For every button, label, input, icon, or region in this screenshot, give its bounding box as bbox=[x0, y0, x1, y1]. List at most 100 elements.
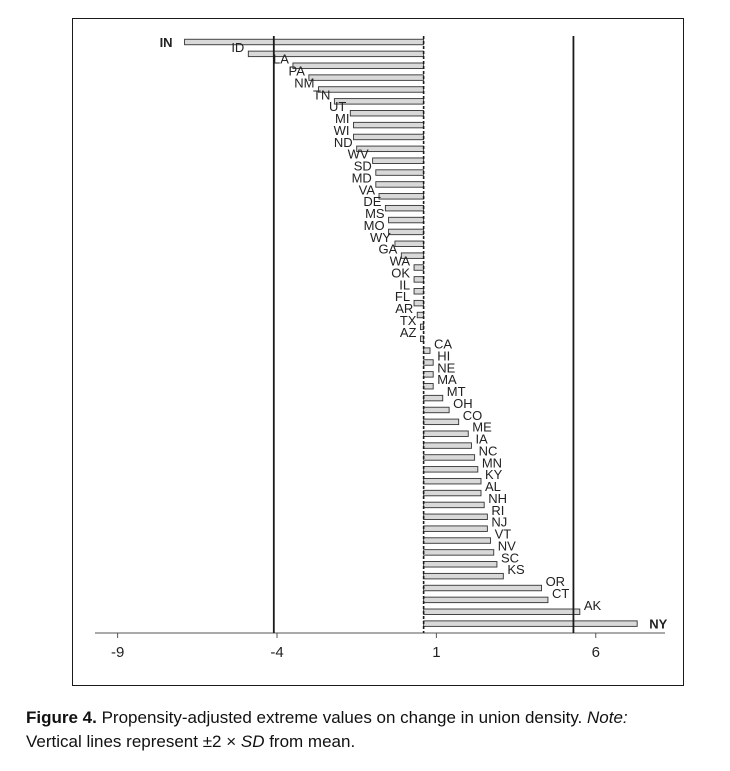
bar-label-ms: MS bbox=[365, 206, 385, 221]
bar-label-vt: VT bbox=[495, 527, 512, 542]
bar-label-wa: WA bbox=[390, 254, 411, 269]
x-tick-label-1: -4 bbox=[270, 644, 283, 661]
x-tick-label-2: 1 bbox=[432, 644, 440, 661]
bar-ca bbox=[423, 347, 431, 354]
bar-label-la: LA bbox=[273, 52, 289, 67]
bar-ut bbox=[349, 110, 425, 117]
bar-nj bbox=[423, 525, 488, 532]
bar-label-oh: OH bbox=[453, 396, 473, 411]
bar-label-mo: MO bbox=[364, 218, 385, 233]
bar-sc bbox=[423, 561, 498, 568]
bar-vt bbox=[423, 537, 492, 544]
bar-me bbox=[423, 430, 469, 437]
bar-fl bbox=[413, 299, 425, 307]
bar-oh bbox=[423, 406, 450, 414]
bar-ct bbox=[423, 596, 549, 604]
bar-label-nv: NV bbox=[498, 538, 516, 553]
bar-label-wi: WI bbox=[334, 123, 350, 138]
bar-ri bbox=[423, 513, 488, 520]
bar-label-ut: UT bbox=[329, 99, 346, 114]
bar-ok bbox=[413, 276, 425, 283]
bar-label-wv: WV bbox=[348, 147, 369, 162]
bar-in bbox=[184, 38, 425, 46]
bar-label-az: AZ bbox=[400, 325, 417, 340]
bar-label-ct: CT bbox=[552, 586, 569, 601]
bar-label-ks: KS bbox=[507, 562, 525, 577]
note-label: Note: bbox=[587, 708, 628, 727]
bar-label-nc: NC bbox=[479, 443, 498, 458]
bar-de bbox=[384, 204, 425, 212]
bar-nm bbox=[317, 86, 425, 93]
bar-chart: -9 -4 1 6 IN ID LAPANMTNUTMIWINDWVSDMDVADEMSMO… bbox=[95, 35, 668, 661]
caption-label: Figure 4. bbox=[26, 708, 97, 727]
bar-ga bbox=[400, 252, 425, 259]
bar-label-wy: WY bbox=[370, 230, 391, 245]
bar-ks bbox=[423, 572, 504, 580]
caption-text: Propensity-adjusted extreme values on ch… bbox=[96, 708, 588, 727]
bar-label-id: ID bbox=[231, 40, 244, 55]
bar-label-ky: KY bbox=[485, 467, 503, 482]
bar-ar bbox=[416, 311, 425, 319]
note-sd: SD bbox=[240, 732, 265, 751]
bar-label-nj: NJ bbox=[491, 515, 507, 530]
bar-hi bbox=[423, 359, 434, 366]
x-tick-label-0: -9 bbox=[111, 644, 124, 661]
note-text-1: Vertical lines represent ±2 × bbox=[26, 732, 241, 751]
bar-label-mi: MI bbox=[335, 111, 349, 126]
bar-ne bbox=[423, 371, 434, 378]
bar-mt bbox=[423, 394, 444, 402]
bar-wa bbox=[413, 264, 425, 271]
bar-ky bbox=[423, 477, 482, 485]
bar-label-ia: IA bbox=[475, 432, 488, 447]
bar-label-il: IL bbox=[399, 277, 410, 292]
bar-nh bbox=[423, 501, 485, 509]
bar-label-tx: TX bbox=[400, 313, 417, 328]
bar-wv bbox=[372, 157, 425, 164]
bar-nc bbox=[423, 454, 476, 461]
bar-label-sd: SD bbox=[354, 159, 372, 174]
bar-co bbox=[423, 418, 460, 426]
bar-va bbox=[378, 193, 425, 200]
bar-label-ga: GA bbox=[379, 242, 398, 257]
bar-ak bbox=[423, 608, 581, 615]
bar-label-or: OR bbox=[546, 574, 566, 589]
bar-la bbox=[292, 62, 425, 69]
bar-tn bbox=[333, 98, 425, 105]
bar-label-ar: AR bbox=[395, 301, 413, 316]
bar-label-ne: NE bbox=[437, 360, 455, 375]
bar-label-pa: PA bbox=[288, 64, 305, 79]
bar-label-ma: MA bbox=[437, 372, 457, 387]
bar-label-ca: CA bbox=[434, 337, 452, 352]
bar-label-ak: AK bbox=[584, 598, 602, 613]
bar-mo bbox=[388, 228, 425, 236]
bar-or bbox=[423, 584, 543, 592]
bar-nv bbox=[423, 549, 495, 556]
figure-caption: Figure 4. Propensity-adjusted extreme va… bbox=[26, 706, 716, 754]
bar-label-md: MD bbox=[352, 170, 372, 185]
bar-mn bbox=[423, 466, 479, 473]
bar-label-mn: MN bbox=[482, 455, 502, 470]
bar-ny bbox=[423, 620, 638, 627]
bar-label-va: VA bbox=[359, 182, 376, 197]
bar-label-ok: OK bbox=[391, 265, 410, 280]
bar-pa bbox=[308, 74, 425, 81]
bar-label-nm: NM bbox=[294, 75, 314, 90]
bar-label-nh: NH bbox=[488, 491, 507, 506]
bar-label-ny: NY bbox=[649, 617, 667, 632]
note-text-2: from mean. bbox=[264, 732, 356, 751]
chart-frame: -9 -4 1 6 IN ID LA PA NM TN UT MI WI ND WV SD MD VA DE MS MO… bbox=[72, 18, 684, 686]
bar-label-me: ME bbox=[472, 420, 492, 435]
bar-ma bbox=[423, 383, 434, 390]
x-tick-label-3: 6 bbox=[592, 644, 600, 661]
bar-label-co: CO bbox=[463, 408, 483, 423]
bar-md bbox=[375, 181, 425, 188]
bar-sd bbox=[375, 169, 425, 176]
bar-label-ri: RI bbox=[491, 503, 504, 518]
bar-mi bbox=[353, 121, 425, 129]
bar-ms bbox=[388, 216, 425, 224]
bar-label-nd: ND bbox=[334, 135, 353, 150]
bar-label-mt: MT bbox=[447, 384, 466, 399]
bar-label-hi: HI bbox=[437, 348, 450, 363]
bar-wi bbox=[353, 133, 425, 141]
bar-label-fl: FL bbox=[395, 289, 410, 304]
